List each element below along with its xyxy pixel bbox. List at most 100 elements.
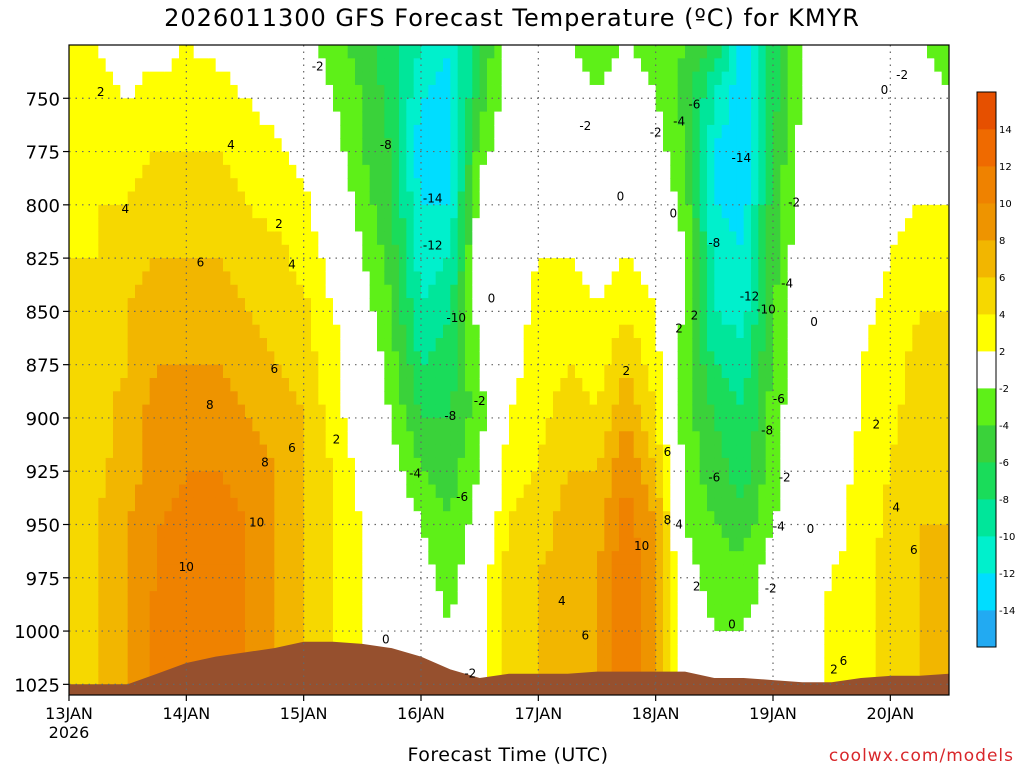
heat-cell xyxy=(773,271,781,286)
heat-cell xyxy=(303,364,312,379)
heat-cell xyxy=(479,271,488,286)
heat-cell xyxy=(487,218,495,233)
heat-cell xyxy=(619,471,627,486)
heat-cell xyxy=(736,471,745,486)
heat-cell xyxy=(795,271,803,286)
heat-cell xyxy=(611,417,620,432)
heat-cell xyxy=(406,377,415,392)
heat-cell xyxy=(729,644,737,659)
heat-cell xyxy=(193,338,202,352)
heat-cell xyxy=(311,244,319,259)
heat-cell xyxy=(736,351,745,366)
heat-cell xyxy=(721,524,730,539)
heat-cell xyxy=(751,404,759,419)
heat-cell xyxy=(318,84,327,99)
heat-cell xyxy=(685,204,693,219)
heat-cell xyxy=(567,364,576,379)
heat-cell xyxy=(245,111,253,126)
heat-cell xyxy=(76,417,85,432)
heat-cell xyxy=(267,617,275,632)
heat-cell xyxy=(193,191,202,206)
heat-cell xyxy=(384,444,393,459)
heat-cell xyxy=(663,45,671,59)
heat-cell xyxy=(113,244,121,259)
heat-cell xyxy=(553,164,561,179)
heat-cell xyxy=(333,364,341,379)
heat-cell xyxy=(120,324,129,339)
heat-cell xyxy=(76,178,85,193)
heat-cell xyxy=(413,351,422,366)
heat-cell xyxy=(509,178,517,193)
heat-cell xyxy=(736,84,745,99)
heat-cell xyxy=(721,178,730,193)
heat-cell xyxy=(560,98,569,113)
heat-cell xyxy=(743,124,752,139)
heat-cell xyxy=(802,404,811,419)
heat-cell xyxy=(281,298,290,312)
heat-cell xyxy=(648,178,657,193)
heat-cell xyxy=(743,551,752,566)
heat-cell xyxy=(384,631,393,645)
heat-cell xyxy=(113,577,121,592)
heat-cell xyxy=(714,444,723,459)
heat-cell xyxy=(333,244,341,259)
heat-cell xyxy=(589,444,598,459)
heat-cell xyxy=(120,511,129,526)
heat-cell xyxy=(208,377,217,392)
heat-cell xyxy=(743,111,752,126)
heat-cell xyxy=(472,431,481,446)
heat-cell xyxy=(289,138,297,153)
heat-cell xyxy=(648,657,657,672)
heat-cell xyxy=(802,657,811,672)
heat-cell xyxy=(76,364,85,379)
heat-cell xyxy=(83,218,92,233)
heat-cell xyxy=(802,164,811,179)
heat-cell xyxy=(303,551,312,566)
heat-cell xyxy=(142,178,151,193)
heat-cell xyxy=(318,258,327,273)
heat-cell xyxy=(347,604,356,619)
heat-cell xyxy=(516,84,525,99)
heat-cell xyxy=(633,204,642,219)
heat-cell xyxy=(670,284,679,299)
heat-cell xyxy=(105,404,114,419)
heat-cell xyxy=(509,404,517,419)
heat-cell xyxy=(76,298,85,312)
heat-cell xyxy=(677,164,686,179)
heat-cell xyxy=(428,271,437,286)
heat-cell xyxy=(413,71,422,86)
heat-cell xyxy=(325,524,334,539)
heat-cell xyxy=(450,497,459,512)
heat-cell xyxy=(142,204,151,219)
heat-cell xyxy=(472,377,481,392)
heat-cell xyxy=(633,391,642,406)
heat-cell xyxy=(648,324,657,339)
heat-cell xyxy=(208,644,217,659)
heat-cell xyxy=(619,338,627,352)
heat-cell xyxy=(575,377,583,392)
heat-cell xyxy=(582,98,591,113)
heat-cell xyxy=(230,204,239,219)
heat-cell xyxy=(758,98,767,113)
heat-cell xyxy=(208,111,217,126)
heat-cell xyxy=(245,564,253,579)
heat-cell xyxy=(113,631,121,645)
heat-cell xyxy=(648,338,657,352)
heat-cell xyxy=(751,564,759,579)
heat-cell xyxy=(655,404,664,419)
heat-cell xyxy=(443,298,451,312)
heat-cell xyxy=(655,271,664,286)
heat-cell xyxy=(120,244,129,259)
heat-cell xyxy=(567,284,576,299)
heat-cell xyxy=(648,537,657,552)
heat-cell xyxy=(516,124,525,139)
heat-cell xyxy=(582,164,591,179)
heat-cell xyxy=(692,404,701,419)
heat-cell xyxy=(743,258,752,273)
heat-cell xyxy=(802,258,811,273)
heat-cell xyxy=(699,178,708,193)
heat-cell xyxy=(435,298,444,312)
heat-cell xyxy=(487,617,495,632)
heat-cell xyxy=(567,98,576,113)
heat-cell xyxy=(641,484,649,499)
